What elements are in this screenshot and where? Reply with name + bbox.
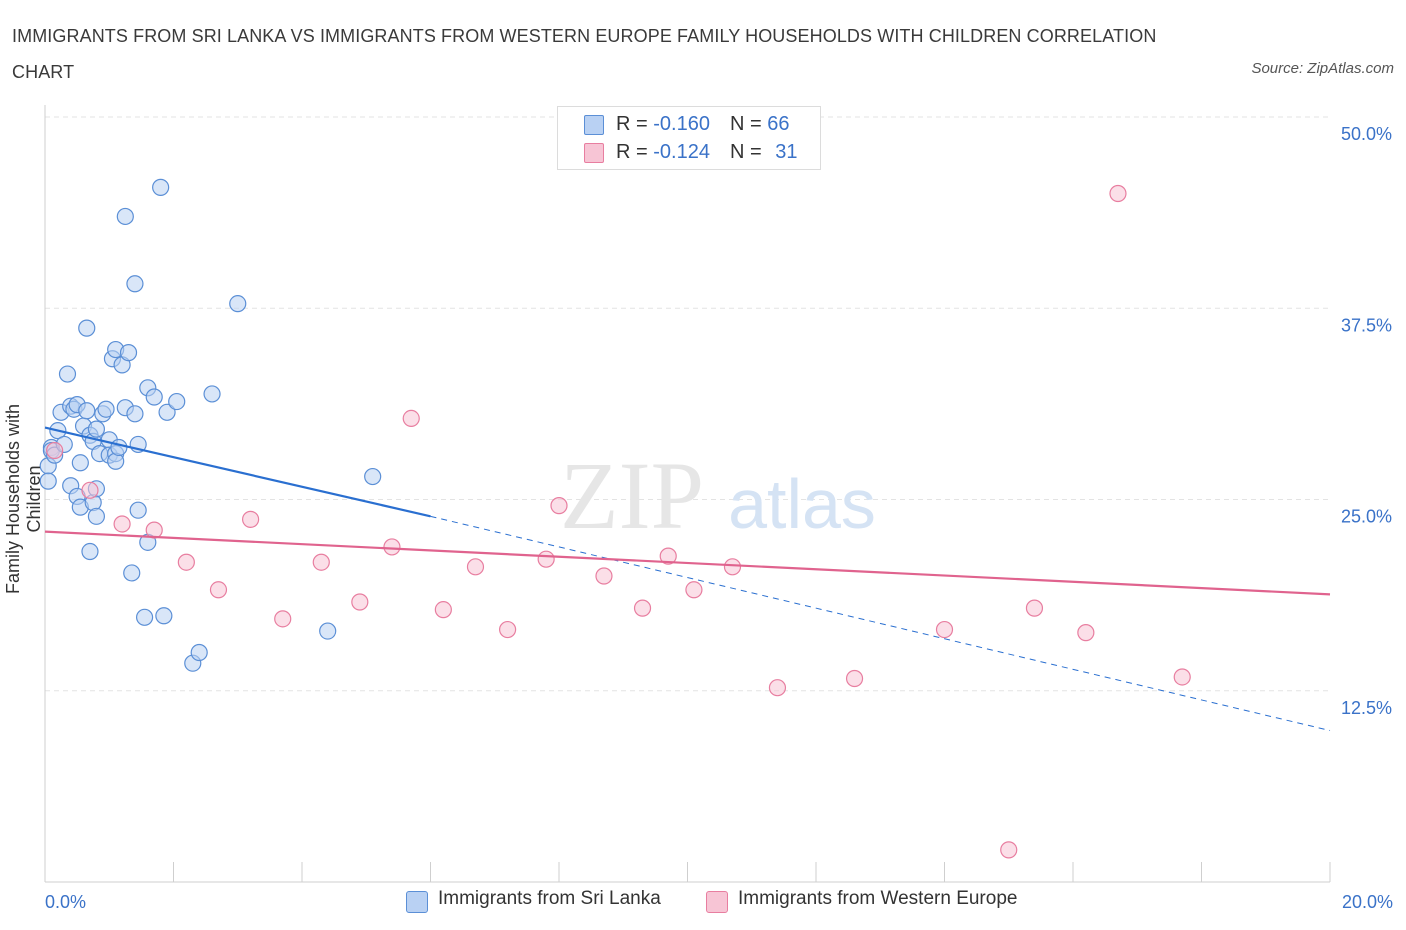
- point-sri-lanka: [190, 643, 208, 662]
- y-tick-label: 37.5%: [1341, 315, 1392, 335]
- point-western-europe: [723, 558, 742, 576]
- point-western-europe: [177, 553, 195, 571]
- legend-r-value: -0.124: [653, 141, 710, 163]
- y-tick-label: 25.0%: [1341, 507, 1392, 527]
- point-sri-lanka: [97, 400, 115, 418]
- bottom-legend-swatch-blue: [406, 891, 428, 913]
- point-western-europe: [1000, 841, 1018, 859]
- bottom-legend-label: Immigrants from Western Europe: [738, 888, 1018, 909]
- point-western-europe: [402, 409, 420, 428]
- point-sri-lanka: [119, 344, 138, 362]
- point-sri-lanka: [203, 385, 221, 403]
- point-sri-lanka: [364, 467, 382, 486]
- legend-r-label: R =: [616, 141, 654, 163]
- point-sri-lanka: [155, 607, 173, 625]
- point-western-europe: [595, 567, 613, 585]
- point-western-europe: [312, 553, 330, 571]
- point-western-europe: [113, 515, 131, 533]
- watermark-zip: ZIP: [560, 442, 704, 549]
- trendline-sri-lanka: [44, 426, 431, 518]
- point-sri-lanka: [110, 438, 128, 457]
- point-western-europe: [1173, 668, 1191, 686]
- point-western-europe: [81, 481, 99, 499]
- point-sri-lanka: [116, 207, 134, 226]
- point-sri-lanka: [158, 403, 176, 421]
- x-tick-label: 0.0%: [45, 892, 86, 912]
- point-western-europe: [845, 669, 864, 688]
- watermark-atlas: atlas: [728, 465, 876, 543]
- point-sri-lanka: [87, 420, 106, 438]
- point-western-europe: [659, 547, 677, 565]
- point-western-europe: [537, 550, 555, 568]
- point-sri-lanka: [152, 178, 170, 196]
- y-axis-label: Family Households with Children: [3, 403, 44, 595]
- point-sri-lanka: [145, 388, 163, 406]
- point-sri-lanka: [135, 608, 154, 626]
- legend-swatch-blue: [584, 115, 604, 135]
- grid-lines: [45, 116, 1330, 692]
- point-western-europe: [633, 599, 652, 617]
- legend-n-value: 66: [767, 113, 790, 135]
- point-western-europe: [434, 601, 452, 619]
- source-label: Source: ZipAtlas.com: [1251, 60, 1394, 77]
- point-sri-lanka: [39, 472, 57, 490]
- y-tick-label: 50.0%: [1341, 124, 1392, 144]
- legend-n-label: N =: [729, 113, 768, 135]
- point-western-europe: [145, 521, 163, 539]
- point-western-europe: [550, 497, 568, 515]
- x-tick-label: 20.0%: [1342, 892, 1393, 912]
- point-western-europe: [1077, 624, 1095, 642]
- legend-n-label: N =: [729, 141, 768, 163]
- point-sri-lanka: [58, 365, 77, 383]
- point-western-europe: [274, 610, 292, 628]
- point-sri-lanka: [129, 501, 147, 519]
- chart-title: IMMIGRANTS FROM SRI LANKA VS IMMIGRANTS …: [12, 26, 1157, 82]
- point-western-europe: [383, 538, 401, 556]
- y-tick-label: 12.5%: [1341, 698, 1392, 718]
- trendlines: [44, 426, 1331, 732]
- point-sri-lanka: [168, 392, 186, 411]
- legend-r-label: R =: [616, 113, 654, 135]
- legend-n-value: 31: [775, 141, 798, 163]
- point-western-europe: [242, 510, 260, 528]
- legend: R = -0.160 N = 66 R = -0.124 N = 31: [557, 106, 821, 170]
- point-sri-lanka: [319, 622, 337, 640]
- point-western-europe: [466, 558, 485, 576]
- point-sri-lanka: [81, 542, 99, 561]
- bottom-legend-swatch-pink: [706, 891, 728, 913]
- point-sri-lanka: [123, 564, 141, 582]
- series-sri-lanka: [39, 178, 382, 672]
- point-western-europe: [935, 620, 954, 639]
- point-western-europe: [768, 679, 787, 697]
- axes: [44, 105, 1331, 883]
- bottom-legend-label: Immigrants from Sri Lanka: [438, 888, 661, 909]
- point-sri-lanka: [87, 507, 106, 525]
- point-sri-lanka: [78, 319, 96, 337]
- point-sri-lanka: [78, 402, 96, 420]
- tick-labels: 12.5% 25.0% 37.5% 50.0% 0.0% 20.0%: [45, 124, 1393, 912]
- point-sri-lanka: [229, 295, 247, 313]
- point-western-europe: [46, 441, 64, 460]
- legend-swatch-pink: [584, 143, 604, 163]
- point-sri-lanka: [71, 454, 89, 472]
- point-western-europe: [1025, 599, 1044, 617]
- trendline-sri-lanka-extension: [430, 515, 1331, 732]
- point-sri-lanka: [126, 405, 144, 423]
- point-western-europe: [351, 593, 369, 611]
- point-western-europe: [209, 581, 228, 599]
- point-western-europe: [499, 620, 517, 639]
- legend-r-value: -0.160: [653, 113, 710, 135]
- trendline-western-europe: [44, 530, 1331, 596]
- point-western-europe: [685, 581, 703, 599]
- point-sri-lanka: [126, 275, 144, 293]
- point-western-europe: [1109, 184, 1127, 203]
- watermark: ZIP atlas: [560, 442, 876, 549]
